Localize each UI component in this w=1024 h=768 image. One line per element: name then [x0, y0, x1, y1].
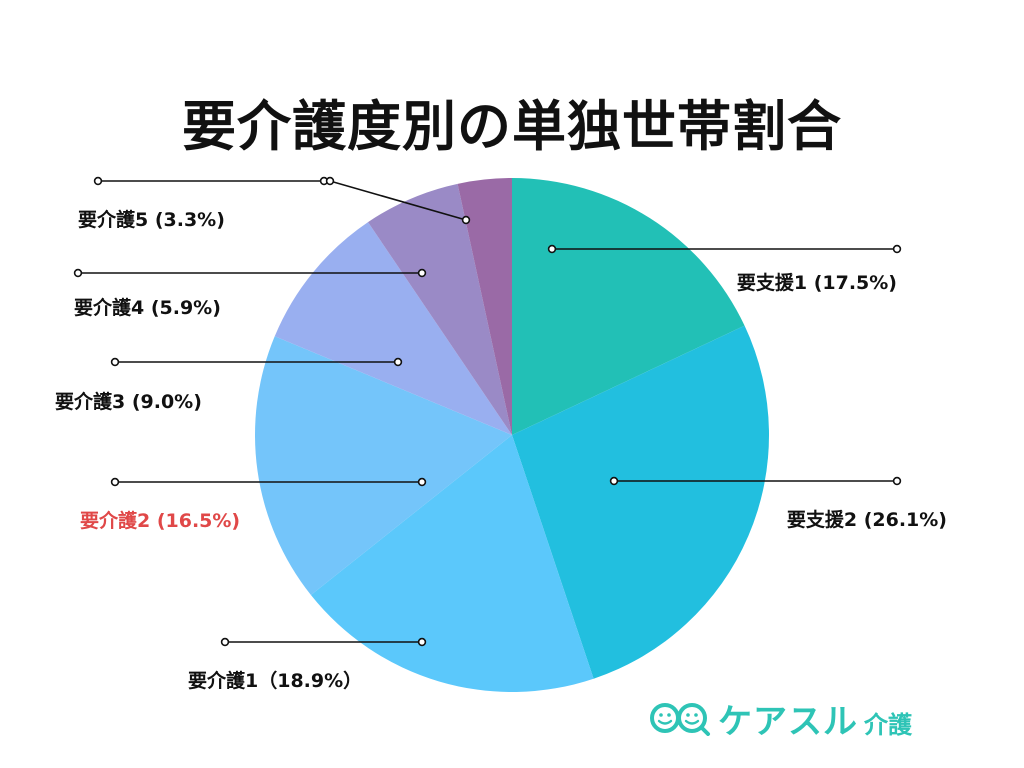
pie-slice-4	[255, 336, 512, 596]
leader-dot-3-1	[417, 637, 427, 647]
smiley-faces-icon	[648, 700, 712, 736]
slice-label-6: 要介護4 (5.9%)	[74, 296, 221, 319]
leader-dot-4-2	[110, 477, 120, 487]
pie-slice-5	[274, 222, 512, 435]
leader-dot-4-1	[417, 477, 427, 487]
leader-dot-2-1	[609, 476, 619, 486]
pie-slice-6	[368, 183, 512, 435]
pie-slice-2	[512, 325, 769, 679]
pie-slices	[255, 178, 769, 692]
brand-logo: ケアスル 介護	[648, 694, 912, 742]
leader-dot-5-1	[393, 357, 403, 367]
leader-dot-7-4	[325, 176, 335, 186]
slice-label-4: 要介護2 (16.5%)	[80, 509, 240, 532]
leader-dot-7-1	[461, 215, 471, 225]
logo-text: ケアスル	[718, 701, 858, 742]
leader-dot-6-2	[73, 268, 83, 278]
leader-lines	[73, 176, 902, 647]
slice-labels: 要支援1 (17.5%) 要支援2 (26.1%) 要介護1（18.9%） 要介護2 …	[55, 208, 947, 692]
slice-label-1: 要支援1 (17.5%)	[737, 271, 897, 294]
slice-label-3: 要介護1（18.9%）	[188, 669, 362, 692]
leader-dot-3-2	[220, 637, 230, 647]
pie-slice-1	[512, 178, 745, 435]
pie-slice-7	[457, 178, 512, 435]
leader-dot-6-1	[417, 268, 427, 278]
leader-dot-1-2	[892, 244, 902, 254]
leader-dot-5-2	[110, 357, 120, 367]
slice-label-5: 要介護3 (9.0%)	[55, 390, 202, 413]
slice-label-7: 要介護5 (3.3%)	[78, 208, 225, 231]
leader-dot-2-2	[892, 476, 902, 486]
slice-label-2: 要支援2 (26.1%)	[787, 508, 947, 531]
logo-subtext: 介護	[864, 710, 912, 739]
chart-title: 要介護度別の単独世帯割合	[182, 95, 842, 158]
leader-dot-7-2	[93, 176, 103, 186]
leader-dot-1-1	[547, 244, 557, 254]
pie-slice-3	[310, 435, 594, 692]
